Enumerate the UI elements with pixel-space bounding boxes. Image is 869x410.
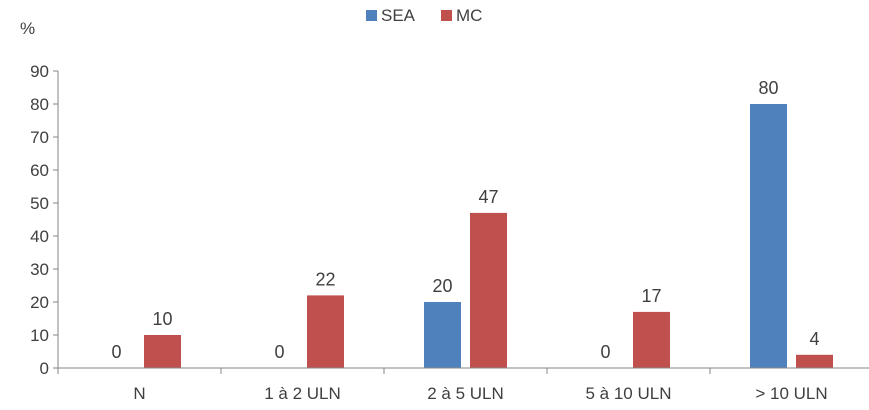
y-tick-label: 30 <box>30 260 49 279</box>
x-category-label: > 10 ULN <box>755 384 827 403</box>
legend-item-sea: SEA <box>366 6 416 25</box>
y-axis: 0 10 20 30 40 50 60 70 80 90 <box>30 62 59 378</box>
data-label-sea: 0 <box>600 342 610 362</box>
y-tick-label: 20 <box>30 293 49 312</box>
y-tick-label: 10 <box>30 326 49 345</box>
bar-mc <box>633 311 670 368</box>
data-label-sea: 20 <box>432 276 452 296</box>
data-label-mc: 4 <box>809 329 819 349</box>
data-label-mc: 22 <box>315 269 335 289</box>
y-tick-label: 80 <box>30 95 49 114</box>
y-tick-label: 50 <box>30 194 49 213</box>
legend-label-mc: MC <box>456 6 482 25</box>
y-tick-label: 70 <box>30 128 49 147</box>
bar-sea <box>424 302 461 368</box>
y-tick-label: 40 <box>30 227 49 246</box>
y-tick-label: 90 <box>30 62 49 81</box>
data-label-mc: 17 <box>641 286 661 306</box>
data-label-sea: 0 <box>274 342 284 362</box>
data-label-mc: 10 <box>152 309 172 329</box>
x-category-label: 1 à 2 ULN <box>264 384 341 403</box>
x-category-label: 2 à 5 ULN <box>427 384 504 403</box>
data-label-mc: 47 <box>478 187 498 207</box>
bar-mc <box>796 354 833 368</box>
data-label-sea: 80 <box>758 78 778 98</box>
bar-mc <box>144 335 181 368</box>
legend-label-sea: SEA <box>381 6 416 25</box>
y-tick-label: 60 <box>30 161 49 180</box>
legend-swatch-sea <box>366 10 377 21</box>
x-category-label: 5 à 10 ULN <box>586 384 672 403</box>
bar-sea <box>750 104 787 368</box>
legend-swatch-mc <box>441 10 452 21</box>
bar-mc <box>307 295 344 368</box>
x-axis: N 1 à 2 ULN 2 à 5 ULN 5 à 10 ULN > 10 ULN <box>57 367 869 403</box>
bar-mc <box>470 212 507 368</box>
data-label-sea: 0 <box>111 342 121 362</box>
bars <box>144 104 833 368</box>
y-tick-label: 0 <box>40 359 49 378</box>
data-labels: 0 0 20 0 80 10 22 47 17 4 <box>111 78 819 362</box>
legend-item-mc: MC <box>441 6 482 25</box>
y-axis-unit: % <box>20 19 35 38</box>
legend: SEA MC <box>366 6 482 25</box>
x-category-label: N <box>133 384 145 403</box>
